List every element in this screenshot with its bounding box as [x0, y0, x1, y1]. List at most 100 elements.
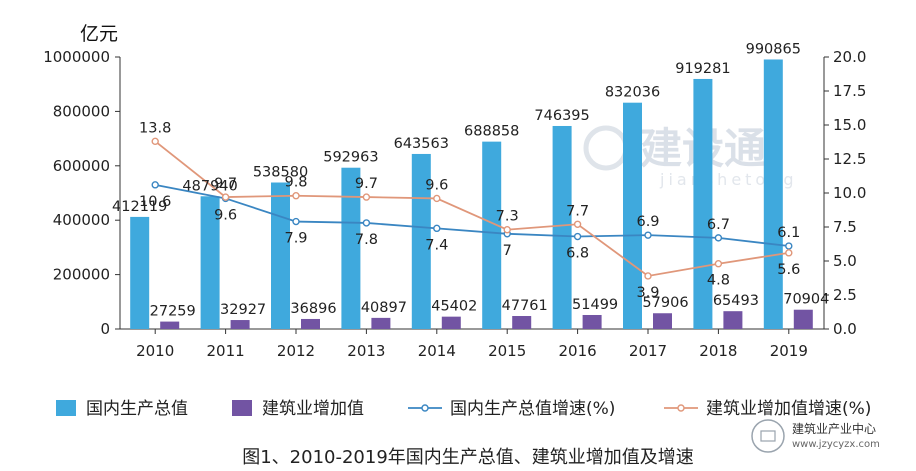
- bar-construction: [371, 317, 391, 329]
- label-construction-growth: 4.8: [707, 273, 730, 289]
- legend-swatch-marker-construction-growth: [677, 404, 685, 412]
- y-right-tick-label: 10.0: [833, 184, 866, 202]
- legend-swatch-marker-gdp-growth: [421, 404, 429, 412]
- label-construction-growth: 9.7: [355, 176, 378, 192]
- label-construction: 70904: [783, 292, 829, 308]
- label-gdp-growth: 9.6: [214, 207, 237, 223]
- bar-gdp: [623, 102, 642, 329]
- label-construction: 32927: [220, 302, 266, 318]
- label-construction-growth: 9.7: [214, 176, 237, 192]
- axes: 0 200000 400000 600000 800000 1000000 0.0 2.5 5.…: [43, 48, 866, 360]
- line-construction-growth: [154, 140, 789, 277]
- point-gdp-growth: [151, 181, 159, 189]
- bar-construction: [301, 318, 320, 329]
- point-construction-growth: [362, 193, 371, 201]
- y-left-unit: 亿元: [80, 23, 118, 45]
- legend-label-gdp-growth: 国内生产总值增速(%): [450, 399, 615, 419]
- label-gdp: 538580: [253, 165, 308, 181]
- label-gdp: 643563: [394, 136, 449, 152]
- label-gdp-growth: 10.6: [139, 194, 171, 210]
- label-gdp: 412119: [112, 199, 167, 215]
- y-right-tick-label: 12.5: [833, 150, 866, 168]
- brand-logo-icon: [751, 419, 785, 453]
- label-gdp: 832036: [605, 85, 660, 101]
- x-tick-label: 2016: [559, 342, 597, 360]
- label-construction: 27259: [150, 304, 196, 320]
- x-tick-label: 2019: [770, 342, 808, 360]
- label-gdp-growth: 6.1: [777, 225, 800, 241]
- y-right-tick-label: 0.0: [833, 320, 857, 338]
- bar-gdp: [763, 59, 783, 330]
- bar-gdp: [552, 125, 572, 329]
- point-construction-growth: [433, 194, 441, 203]
- bar-gdp: [271, 182, 290, 329]
- label-gdp-growth: 7.8: [355, 232, 378, 248]
- y-right-tick-label: 17.5: [833, 82, 866, 100]
- y-left-tick-label: 600000: [53, 157, 110, 175]
- bar-construction: [582, 314, 602, 329]
- label-gdp-growth: 6.8: [566, 246, 589, 262]
- label-construction: 36896: [290, 301, 336, 317]
- label-construction-growth: 9.8: [284, 175, 307, 191]
- bar-construction: [230, 320, 250, 329]
- y-left-tick-label: 800000: [53, 102, 110, 120]
- label-construction-growth: 7.3: [496, 209, 519, 225]
- label-gdp: 688858: [464, 124, 519, 140]
- label-gdp-growth: 6.9: [636, 214, 659, 230]
- point-gdp-growth: [714, 234, 723, 242]
- x-tick-label: 2012: [277, 342, 315, 360]
- x-tick-label: 2013: [347, 342, 385, 360]
- y-left-tick-label: 0: [100, 320, 110, 338]
- label-construction-growth: 5.6: [777, 262, 800, 278]
- bar-construction: [653, 313, 672, 329]
- label-construction: 47761: [502, 298, 548, 314]
- label-construction: 51499: [572, 297, 618, 313]
- y-right-tick-label: 5.0: [833, 252, 857, 270]
- brand-name: 建筑业产业中心: [792, 421, 876, 436]
- point-construction-growth: [785, 249, 793, 257]
- bar-gdp: [130, 216, 150, 329]
- legend: 国内生产总值 建筑业增加值 国内生产总值增速(%) 建筑业增加值增速(%): [56, 399, 871, 419]
- legend-label-gdp: 国内生产总值: [86, 399, 188, 419]
- legend-swatch-construction: [232, 400, 252, 416]
- y-left-tick-label: 400000: [53, 211, 110, 229]
- point-construction-growth: [573, 220, 582, 228]
- x-tick-label: 2018: [699, 342, 737, 360]
- label-gdp: 990865: [746, 41, 801, 57]
- point-gdp-growth: [292, 217, 300, 226]
- lines: [151, 137, 793, 280]
- label-gdp-growth: 7: [503, 243, 512, 259]
- point-gdp-growth: [362, 219, 371, 227]
- label-gdp: 919281: [675, 61, 730, 77]
- legend-label-construction-growth: 建筑业增加值增速(%): [706, 399, 871, 419]
- label-construction: 40897: [361, 300, 407, 316]
- chart-caption: 图1、2010-2019年国内生产总值、建筑业增加值及增速: [242, 447, 694, 468]
- label-gdp: 487940: [182, 178, 237, 194]
- brand-logo-building-icon: [760, 430, 776, 442]
- point-gdp-growth: [644, 231, 652, 239]
- y-left-tick-label: 200000: [53, 266, 110, 284]
- y-right-tick-label: 2.5: [833, 286, 857, 304]
- point-gdp-growth: [785, 242, 793, 250]
- bar-construction: [160, 321, 180, 329]
- label-gdp: 746395: [534, 108, 589, 124]
- point-construction-growth: [644, 272, 652, 280]
- label-gdp-growth: 7.4: [425, 237, 448, 253]
- watermark-subtext: jianshetong: [659, 170, 798, 189]
- bar-gdp: [341, 167, 361, 329]
- bar-construction: [441, 316, 461, 329]
- point-construction-growth: [714, 260, 723, 268]
- brand: 建筑业产业中心 www.jzycyzx.com: [751, 419, 880, 453]
- label-construction-growth: 7.7: [566, 203, 589, 219]
- label-construction: 45402: [431, 299, 477, 315]
- label-construction-growth: 13.8: [139, 120, 171, 136]
- label-gdp: 592963: [323, 150, 378, 166]
- label-gdp-growth: 7.9: [284, 231, 307, 247]
- x-tick-label: 2015: [488, 342, 526, 360]
- x-tick-label: 2010: [136, 342, 174, 360]
- brand-url: www.jzycyzx.com: [792, 439, 880, 450]
- x-tick-label: 2014: [418, 342, 456, 360]
- y-right-tick-label: 15.0: [833, 116, 866, 134]
- point-construction-growth: [503, 226, 511, 234]
